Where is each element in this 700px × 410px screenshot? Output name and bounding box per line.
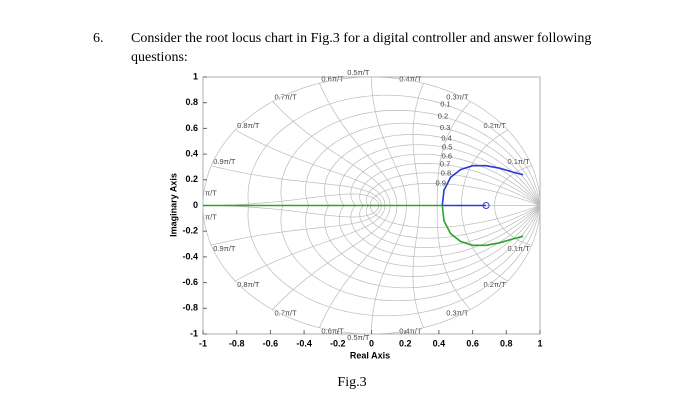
question-line: Consider the root locus chart in Fig.3 f… <box>131 31 591 46</box>
x-tick-label: -0.6 <box>263 338 279 348</box>
wn-grid-line <box>235 205 386 282</box>
zeta-grid-line <box>359 163 541 206</box>
x-tick-label: -0.4 <box>296 338 312 348</box>
wn-grid-label: 0.2π/T <box>484 121 507 130</box>
wn-grid-label: π/T <box>205 212 217 221</box>
zeta-grid-line <box>338 205 541 267</box>
y-tick-label: -0.6 <box>182 277 198 287</box>
wn-grid-label: 0.9π/T <box>213 244 236 253</box>
y-tick-label: -0.2 <box>182 226 198 236</box>
wn-grid-line <box>319 83 398 206</box>
wn-grid-label: 0.1π/T <box>507 157 530 166</box>
locus-branch <box>441 205 524 247</box>
zeta-grid-label: 0.1 <box>440 100 450 109</box>
y-tick-label: 0.2 <box>185 174 198 184</box>
zeta-grid-line <box>359 205 541 248</box>
y-tick-label: 0.8 <box>185 97 198 107</box>
zeta-grid-line <box>324 205 541 277</box>
y-tick-label: -0.8 <box>182 303 198 313</box>
y-tick-label: -0.4 <box>182 251 198 261</box>
zeta-grid-line <box>324 134 541 206</box>
zeta-grid-line <box>280 109 541 206</box>
wn-grid-line <box>202 205 380 218</box>
x-axis-label: Real Axis <box>350 350 390 360</box>
x-tick-label: -0.8 <box>229 338 245 348</box>
wn-grid-label: 0.6π/T <box>321 74 344 83</box>
x-tick-label: 0.6 <box>466 338 479 348</box>
zeta-grid-line <box>370 205 541 228</box>
y-tick-label: 0 <box>193 200 198 210</box>
zeta-grid-line <box>305 122 541 206</box>
wn-grid-label: 0.4π/T <box>399 74 422 83</box>
zero-marker <box>482 202 490 209</box>
zeta-grid-line <box>280 205 541 302</box>
y-tick-label: 1 <box>193 71 198 81</box>
wn-grid-label: 0.4π/T <box>399 327 422 336</box>
question-line: questions: <box>131 50 188 65</box>
zeta-grid-line <box>365 172 541 206</box>
wn-grid-label: 0.5π/T <box>347 333 370 342</box>
zeta-grid-label: 0.4 <box>441 133 451 142</box>
zeta-grid-label: 0.5 <box>442 143 452 152</box>
zeta-grid-line <box>365 205 541 239</box>
wn-grid-label: 0.7π/T <box>274 308 297 317</box>
wn-grid-label: π/T <box>205 188 217 197</box>
x-tick-label: 0.4 <box>433 338 446 348</box>
wn-grid-label: 0.2π/T <box>484 280 507 289</box>
y-tick-label: -1 <box>190 328 198 338</box>
y-tick-label: 0.6 <box>185 123 198 133</box>
zeta-grid-line <box>370 183 541 206</box>
zeta-grid-label: 0.9 <box>435 179 445 188</box>
wn-grid-line <box>235 129 386 206</box>
zeta-grid-line <box>247 205 541 317</box>
wn-grid-label: 0.3π/T <box>446 93 469 102</box>
figure-caption: Fig.3 <box>337 375 366 390</box>
x-tick-label: 0.2 <box>399 338 412 348</box>
x-tick-label: -1 <box>199 338 207 348</box>
x-tick-label: 0 <box>369 338 374 348</box>
x-tick-label: 1 <box>537 338 542 348</box>
wn-grid-label: 0.9π/T <box>213 157 236 166</box>
zeta-grid-label: 0.7 <box>440 160 450 169</box>
x-tick-label: -0.2 <box>330 338 346 348</box>
locus-branch <box>441 164 524 206</box>
zeta-grid-label: 0.6 <box>442 151 452 160</box>
wn-grid-label: 0.1π/T <box>507 244 530 253</box>
wn-grid-label: 0.8π/T <box>237 121 260 130</box>
wn-grid-label: 0.8π/T <box>237 280 260 289</box>
wn-grid-label: 0.6π/T <box>321 327 344 336</box>
wn-grid-line <box>319 205 398 328</box>
zeta-grid-line <box>305 205 541 289</box>
wn-grid-label: 0.3π/T <box>446 308 469 317</box>
wn-grid-label: 0.7π/T <box>274 93 297 102</box>
zeta-grid-line <box>350 205 541 258</box>
y-tick-label: 0.4 <box>185 148 198 158</box>
zeta-grid-label: 0.2 <box>438 112 448 121</box>
x-tick-label: 0.8 <box>500 338 513 348</box>
zeta-grid-line <box>247 94 541 206</box>
zeta-grid-line <box>350 153 541 206</box>
zeta-grid-line <box>338 144 541 206</box>
wn-grid-label: 0.5π/T <box>347 68 370 77</box>
zeta-grid-label: 0.3 <box>440 123 450 132</box>
zeta-grid-label: 0.8 <box>441 169 451 178</box>
question-number: 6. <box>93 31 104 46</box>
wn-grid-line <box>436 205 471 310</box>
wn-grid-line <box>202 193 380 206</box>
y-axis-label: Imaginary Axis <box>168 173 178 237</box>
